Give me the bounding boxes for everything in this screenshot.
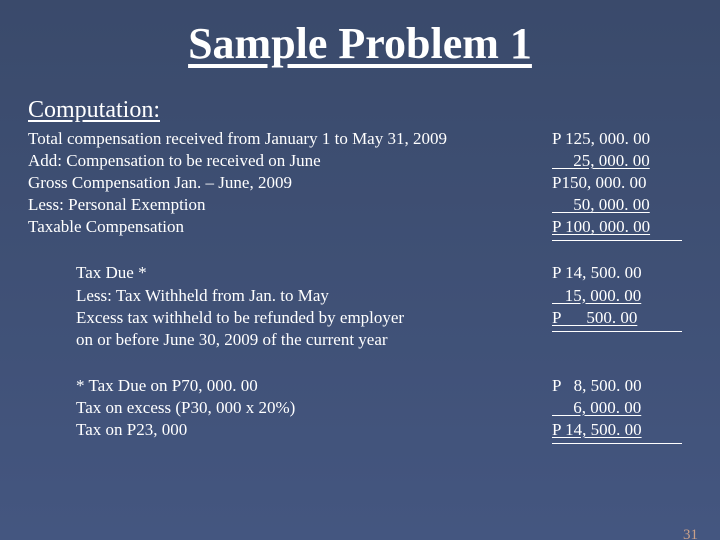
value: P150, 000. 00 — [552, 172, 682, 194]
value: 50, 000. 00 — [552, 194, 682, 216]
value: P 500. 00 — [552, 307, 682, 329]
label: * Tax Due on P70, 000. 00 — [76, 375, 552, 397]
label: Tax on excess (P30, 000 x 20%) — [76, 397, 552, 419]
value: P 14, 500. 00 — [552, 419, 682, 441]
row-tax-due: Tax Due * P 14, 500. 00 — [76, 262, 682, 284]
label: Total compensation received from January… — [28, 128, 552, 150]
label: Less: Personal Exemption — [28, 194, 552, 216]
label: Tax on P23, 000 — [76, 419, 552, 441]
row-note-tax-due: * Tax Due on P70, 000. 00 P 8, 500. 00 — [76, 375, 682, 397]
value: P 125, 000. 00 — [552, 128, 682, 150]
row-gross-comp: Gross Compensation Jan. – June, 2009 P15… — [28, 172, 682, 194]
label: Tax Due * — [76, 262, 552, 284]
section-3: * Tax Due on P70, 000. 00 P 8, 500. 00 T… — [76, 375, 682, 441]
section-1: Total compensation received from January… — [28, 128, 682, 238]
row-total-comp: Total compensation received from January… — [28, 128, 682, 150]
label: on or before June 30, 2009 of the curren… — [76, 329, 552, 351]
slide-title: Sample Problem 1 — [0, 18, 720, 69]
value: 15, 000. 00 — [552, 285, 682, 307]
label: Add: Compensation to be received on June — [28, 150, 552, 172]
value: P 8, 500. 00 — [552, 375, 682, 397]
section-2: Tax Due * P 14, 500. 00 Less: Tax Withhe… — [76, 262, 682, 350]
label: Gross Compensation Jan. – June, 2009 — [28, 172, 552, 194]
page-number: 31 — [683, 527, 698, 540]
row-note-tax-total: Tax on P23, 000 P 14, 500. 00 — [76, 419, 682, 441]
row-less-exemption: Less: Personal Exemption 50, 000. 00 — [28, 194, 682, 216]
value: P 14, 500. 00 — [552, 262, 682, 284]
label: Excess tax withheld to be refunded by em… — [76, 307, 552, 329]
label: Taxable Compensation — [28, 216, 552, 238]
computation-heading: Computation: — [28, 97, 720, 124]
value: 25, 000. 00 — [552, 150, 682, 172]
value — [552, 329, 682, 351]
row-excess-refund-cont: on or before June 30, 2009 of the curren… — [76, 329, 682, 351]
row-note-tax-excess: Tax on excess (P30, 000 x 20%) 6, 000. 0… — [76, 397, 682, 419]
row-excess-refund: Excess tax withheld to be refunded by em… — [76, 307, 682, 329]
value: P 100, 000. 00 — [552, 216, 682, 238]
value: 6, 000. 00 — [552, 397, 682, 419]
row-less-withheld: Less: Tax Withheld from Jan. to May 15, … — [76, 285, 682, 307]
row-taxable-comp: Taxable Compensation P 100, 000. 00 — [28, 216, 682, 238]
row-add-comp: Add: Compensation to be received on June… — [28, 150, 682, 172]
label: Less: Tax Withheld from Jan. to May — [76, 285, 552, 307]
